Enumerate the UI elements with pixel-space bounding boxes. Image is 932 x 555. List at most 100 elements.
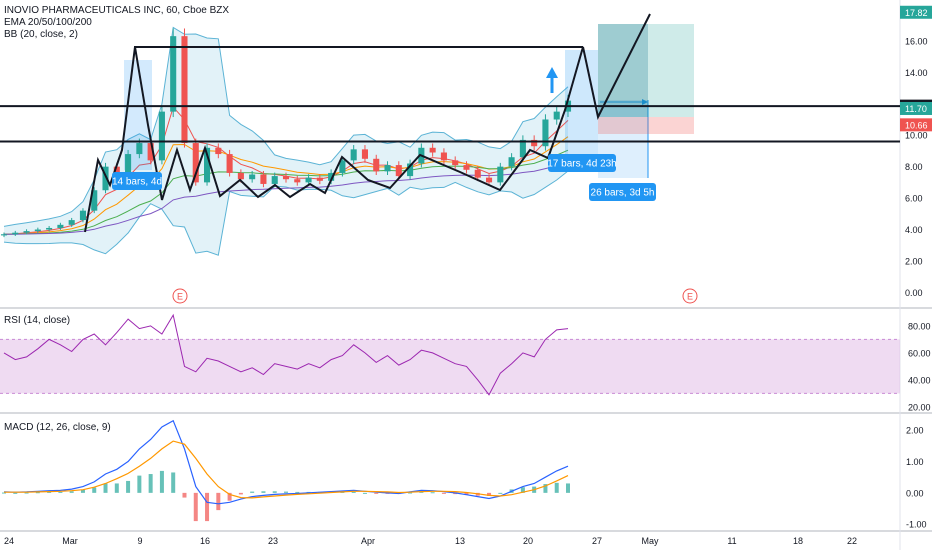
candle-body — [215, 147, 222, 155]
macd-histogram-bar — [182, 492, 187, 498]
candle-body — [542, 119, 549, 147]
candle-body — [508, 157, 515, 167]
macd-histogram-bar — [2, 492, 6, 494]
candle-body — [158, 111, 165, 161]
candle-body — [485, 177, 493, 183]
candle-body — [440, 152, 447, 161]
macd-histogram-bar — [408, 492, 413, 494]
price-label: 11.70 — [905, 104, 927, 114]
candle-body — [136, 143, 143, 155]
macd-histogram-bar — [374, 492, 379, 494]
time-tick-label: May — [641, 536, 659, 546]
time-tick-label: 24 — [4, 536, 14, 546]
candle-body — [249, 174, 256, 180]
measure-label-3[interactable]: 26 bars, 3d 5h — [589, 183, 656, 201]
candle-body — [91, 190, 98, 211]
macd-histogram-bar — [114, 483, 119, 493]
macd-histogram-bar — [58, 491, 63, 493]
candle-body — [361, 149, 369, 159]
time-tick-label: Mar — [62, 536, 78, 546]
macd-histogram-bar — [566, 483, 570, 493]
time-tick-label: 11 — [727, 536, 736, 546]
macd-histogram-bar — [272, 491, 277, 493]
earnings-marker-2[interactable]: E — [682, 288, 698, 304]
candle-body — [192, 143, 199, 183]
candle-body — [553, 111, 560, 120]
bollinger-lower-line — [3, 170, 569, 256]
long-position-stop-zone[interactable] — [598, 117, 694, 134]
macd-histogram-bar — [24, 492, 29, 494]
rsi-tick-label: 60.00 — [908, 348, 931, 358]
time-tick-label: 20 — [523, 536, 533, 546]
measure-label-2[interactable]: 17 bars, 4d 23h — [547, 154, 617, 172]
time-tick-label: 13 — [455, 536, 465, 546]
measure-label-2-text: 17 bars, 4d 23h — [547, 159, 617, 170]
measure-label-1[interactable]: 14 bars, 4d — [112, 172, 162, 190]
macd-histogram-bar — [351, 491, 356, 493]
time-tick-label: 16 — [200, 536, 210, 546]
candles — [0, 28, 572, 238]
candle-body — [125, 154, 132, 180]
candle-body — [34, 229, 41, 232]
macd-histogram-bar — [419, 491, 424, 493]
long-position-target-zone[interactable] — [598, 24, 694, 117]
macd-histogram-bar — [80, 489, 85, 493]
macd-histogram-bar — [92, 487, 97, 493]
bb-legend[interactable]: BB (20, close, 2) — [4, 29, 78, 40]
macd-tick-label: 0.00 — [906, 488, 924, 498]
rsi-title[interactable]: RSI (14, close) — [4, 315, 70, 326]
macd-title[interactable]: MACD (12, 26, close, 9) — [4, 422, 111, 433]
rsi-tick-label: 20.00 — [908, 402, 931, 412]
macd-histogram-bar — [250, 491, 255, 493]
macd-axis: -1.00 0.00 1.00 2.00 — [906, 426, 927, 530]
time-axis[interactable]: 24 Mar 9 16 23 Apr 13 20 27 May 11 18 22 — [4, 536, 857, 546]
price-tick-label: 0.00 — [905, 288, 923, 298]
macd-histogram-bar — [35, 492, 40, 494]
candle-body — [373, 158, 380, 172]
time-tick-label: 22 — [847, 536, 857, 546]
price-label-bg — [900, 118, 932, 132]
candle-body — [203, 147, 211, 183]
macd-tick-label: 1.00 — [906, 457, 924, 467]
price-label-bg — [900, 101, 932, 115]
rsi-axis: 20.00 40.00 60.00 80.00 — [908, 321, 931, 412]
time-tick-label: 9 — [137, 536, 142, 546]
candle-body — [463, 165, 470, 170]
measure-arrow-head — [642, 99, 648, 105]
candle-body — [170, 36, 177, 112]
rsi-tick-label: 40.00 — [908, 375, 931, 385]
ema-200-line — [3, 162, 569, 235]
candle-body — [68, 220, 75, 225]
macd-histogram-bar — [430, 492, 435, 494]
candle-body — [102, 166, 109, 191]
macd-histogram-bar — [193, 492, 198, 522]
macd-histogram-bar — [543, 484, 548, 493]
candle-body — [23, 231, 30, 233]
price-tick-label: 2.00 — [905, 256, 923, 266]
earnings-marker-1[interactable]: E — [172, 288, 188, 304]
earnings-marker-2-text: E — [687, 292, 693, 302]
ema-legend[interactable]: EMA 20/50/100/200 — [4, 17, 92, 28]
time-tick-label: Apr — [361, 536, 375, 546]
candle-body — [181, 36, 188, 144]
rsi-tick-label: 80.00 — [908, 321, 931, 331]
ema-50-line — [3, 136, 569, 235]
macd-histogram-bar — [227, 492, 232, 501]
macd-histogram — [2, 470, 570, 522]
rsi-line — [3, 313, 569, 396]
macd-histogram-bar — [284, 491, 288, 493]
candle-body — [271, 176, 278, 184]
macd-histogram-bar — [216, 492, 221, 511]
earnings-marker-1-text: E — [177, 292, 183, 302]
macd-signal-line — [4, 440, 569, 499]
zigzag-pattern-line[interactable] — [84, 13, 651, 233]
macd-histogram-bar — [487, 492, 492, 496]
candle-body — [305, 177, 312, 183]
macd-histogram-bar — [47, 491, 52, 493]
macd-histogram-bar — [148, 474, 153, 493]
candle-body — [57, 224, 64, 228]
